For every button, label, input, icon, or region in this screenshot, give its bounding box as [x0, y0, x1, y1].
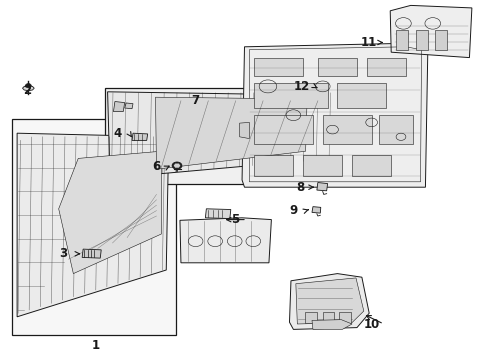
Bar — [105, 88, 337, 184]
Circle shape — [25, 84, 31, 88]
Bar — [254, 58, 303, 76]
Polygon shape — [289, 274, 368, 329]
Text: 5: 5 — [230, 213, 238, 226]
Text: 2: 2 — [23, 84, 31, 96]
Polygon shape — [311, 207, 320, 213]
Bar — [434, 30, 447, 50]
Bar — [12, 119, 176, 335]
Polygon shape — [389, 5, 471, 58]
Polygon shape — [242, 43, 427, 187]
Polygon shape — [239, 122, 249, 139]
Polygon shape — [173, 163, 181, 168]
Bar — [395, 30, 407, 50]
Bar — [339, 312, 350, 323]
Polygon shape — [155, 97, 306, 169]
Text: 7: 7 — [191, 94, 199, 107]
Text: 6: 6 — [152, 160, 160, 173]
Bar — [322, 115, 371, 144]
Text: 3: 3 — [60, 247, 67, 260]
Text: 10: 10 — [363, 318, 379, 330]
Bar — [303, 155, 342, 176]
Polygon shape — [82, 249, 101, 258]
Bar — [351, 155, 390, 176]
Bar — [317, 58, 356, 76]
Polygon shape — [17, 133, 168, 317]
Polygon shape — [295, 278, 363, 324]
Polygon shape — [124, 103, 133, 109]
Polygon shape — [107, 92, 334, 178]
Bar — [337, 83, 386, 108]
Text: 8: 8 — [296, 181, 304, 194]
Bar — [322, 312, 334, 323]
Text: 9: 9 — [289, 204, 297, 217]
Polygon shape — [311, 320, 351, 329]
Bar — [254, 155, 293, 176]
Text: 1: 1 — [91, 339, 99, 352]
Bar — [366, 58, 405, 76]
Polygon shape — [316, 183, 327, 191]
Text: 12: 12 — [293, 80, 310, 93]
Polygon shape — [59, 151, 161, 274]
Bar — [254, 115, 312, 144]
Text: 4: 4 — [113, 127, 121, 140]
Circle shape — [172, 162, 182, 169]
Polygon shape — [22, 86, 34, 91]
Bar — [415, 30, 427, 50]
Polygon shape — [132, 133, 147, 140]
Bar — [254, 83, 327, 108]
Bar — [305, 312, 316, 323]
Bar — [378, 115, 412, 144]
Polygon shape — [205, 209, 230, 219]
Text: 11: 11 — [360, 36, 377, 49]
Polygon shape — [113, 102, 124, 112]
Polygon shape — [180, 218, 271, 263]
